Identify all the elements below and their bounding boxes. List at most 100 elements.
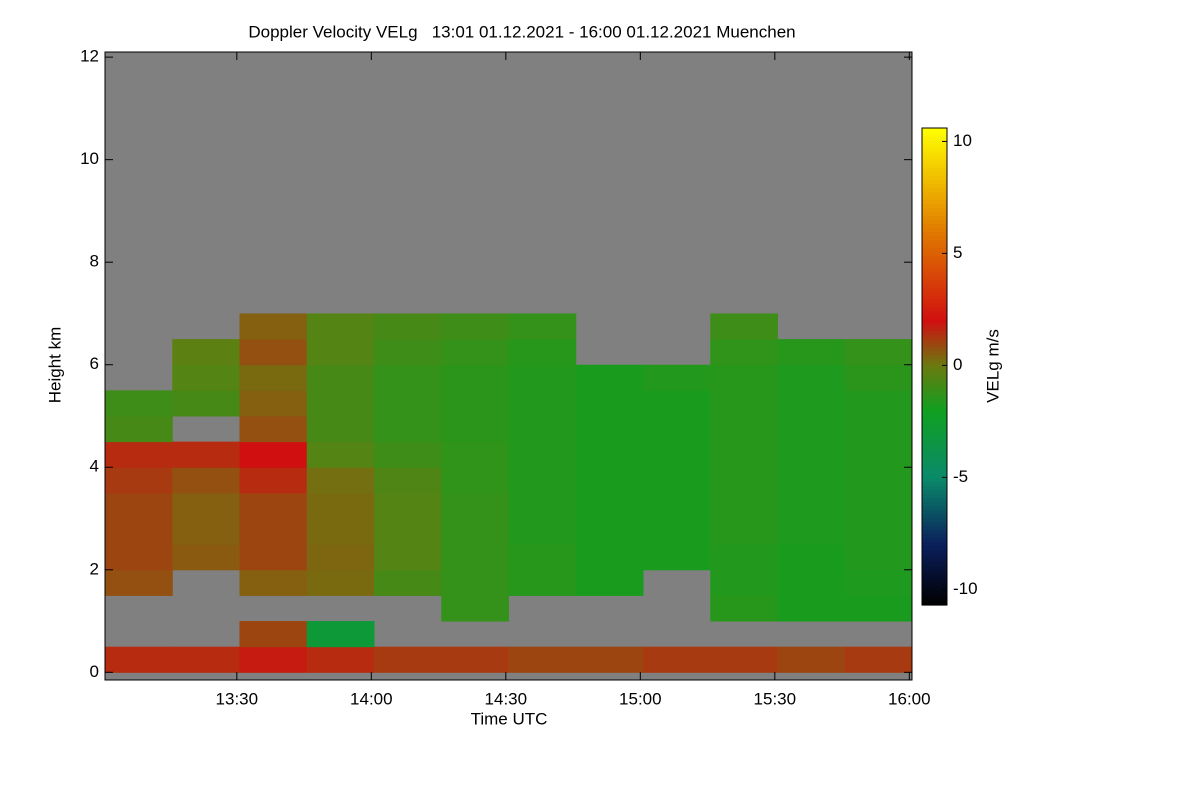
velocity-cell xyxy=(105,467,173,494)
velocity-cell xyxy=(306,313,375,340)
velocity-cell xyxy=(710,364,778,391)
colorbar-segment xyxy=(922,481,947,487)
velocity-cell xyxy=(172,518,240,545)
colorbar-segment xyxy=(922,147,947,153)
colorbar-segment xyxy=(922,183,947,189)
velocity-cell xyxy=(575,544,644,571)
colorbar-segment xyxy=(922,290,947,296)
colorbar-segment xyxy=(922,473,947,479)
velocity-cell xyxy=(239,415,308,443)
x-tick-label: 16:00 xyxy=(888,689,931,708)
colorbar-segment xyxy=(922,426,947,431)
velocity-cell xyxy=(441,646,509,673)
velocity-cell xyxy=(306,518,375,545)
velocity-cell xyxy=(643,364,711,391)
colorbar-segment xyxy=(922,513,947,519)
colorbar-tick-label: 5 xyxy=(953,243,962,262)
colorbar-segment xyxy=(922,446,947,451)
velocity-cell xyxy=(643,467,711,494)
y-axis-label: Height km xyxy=(45,327,64,404)
velocity-cell xyxy=(710,569,778,596)
velocity-cell xyxy=(575,364,644,391)
colorbar-segment xyxy=(922,330,947,336)
colorbar-tick-label: -5 xyxy=(953,467,968,486)
velocity-cell xyxy=(239,313,308,340)
velocity-cell xyxy=(710,441,778,468)
colorbar-segment xyxy=(922,461,947,467)
colorbar-segment xyxy=(922,402,947,407)
velocity-cell xyxy=(441,415,509,443)
velocity-cell xyxy=(105,518,173,545)
colorbar-segment xyxy=(922,581,947,586)
velocity-cell xyxy=(575,467,644,494)
velocity-cell xyxy=(508,646,577,673)
velocity-cell xyxy=(643,390,711,417)
velocity-cell xyxy=(508,518,577,545)
velocity-cell xyxy=(777,544,846,571)
chart-title: Doppler Velocity VELg 13:01 01.12.2021 -… xyxy=(248,22,795,41)
colorbar-segment xyxy=(922,243,947,248)
colorbar-segment xyxy=(922,171,947,177)
velocity-cell xyxy=(844,467,913,494)
velocity-cell xyxy=(508,467,577,494)
colorbar-segment xyxy=(922,593,947,598)
colorbar-segment xyxy=(922,310,947,316)
velocity-cell xyxy=(844,492,913,520)
x-tick-label: 15:00 xyxy=(619,689,662,708)
colorbar-segment xyxy=(922,287,947,292)
colorbar-segment xyxy=(922,255,947,260)
velocity-cell xyxy=(643,544,711,571)
colorbar-segment xyxy=(922,199,947,205)
velocity-cell xyxy=(306,569,375,596)
velocity-cell xyxy=(777,415,846,443)
colorbar-segment xyxy=(922,398,947,403)
colorbar-segment xyxy=(922,259,947,264)
velocity-cell xyxy=(777,569,846,596)
colorbar-segment xyxy=(922,465,947,471)
colorbar-segment xyxy=(922,294,947,300)
colorbar-segment xyxy=(922,509,947,515)
velocity-cell xyxy=(844,595,913,622)
colorbar-segment xyxy=(922,422,947,427)
colorbar-segment xyxy=(922,334,947,340)
velocity-cell xyxy=(239,467,308,494)
colorbar-segment xyxy=(922,561,947,566)
velocity-cell xyxy=(306,364,375,391)
velocity-cell xyxy=(643,441,711,468)
velocity-cell xyxy=(374,544,442,571)
colorbar-segment xyxy=(922,346,947,352)
velocity-cell xyxy=(441,313,509,340)
colorbar-segment xyxy=(922,601,947,606)
colorbar-segment xyxy=(922,394,947,399)
colorbar-frame xyxy=(921,127,948,606)
velocity-cell xyxy=(508,544,577,571)
colorbar-segment xyxy=(922,350,947,356)
velocity-cell xyxy=(777,364,846,391)
velocity-cell xyxy=(575,518,644,545)
velocity-cell xyxy=(374,313,442,340)
velocity-cell xyxy=(844,544,913,571)
colorbar-segment xyxy=(922,501,947,507)
velocity-cell xyxy=(710,518,778,545)
colorbar-segment xyxy=(922,493,947,499)
velocity-cell xyxy=(643,646,711,673)
velocity-cell xyxy=(306,467,375,494)
velocity-cell xyxy=(306,621,375,648)
velocity-cell xyxy=(441,339,509,366)
velocity-cell xyxy=(643,415,711,443)
velocity-cell xyxy=(172,441,240,468)
velocity-cell xyxy=(374,569,442,596)
colorbar-segment xyxy=(922,366,947,372)
colorbar-segment xyxy=(922,322,947,328)
velocity-cell xyxy=(844,415,913,443)
colorbar-segment xyxy=(922,135,947,141)
velocity-cell xyxy=(508,313,577,340)
colorbar-segment xyxy=(922,326,947,332)
colorbar-segment xyxy=(922,438,947,443)
colorbar-segment xyxy=(922,469,947,475)
velocity-cell xyxy=(575,441,644,468)
velocity-cell xyxy=(710,492,778,520)
velocity-cell xyxy=(777,518,846,545)
colorbar-segment xyxy=(922,187,947,193)
colorbar-segment xyxy=(922,585,947,590)
